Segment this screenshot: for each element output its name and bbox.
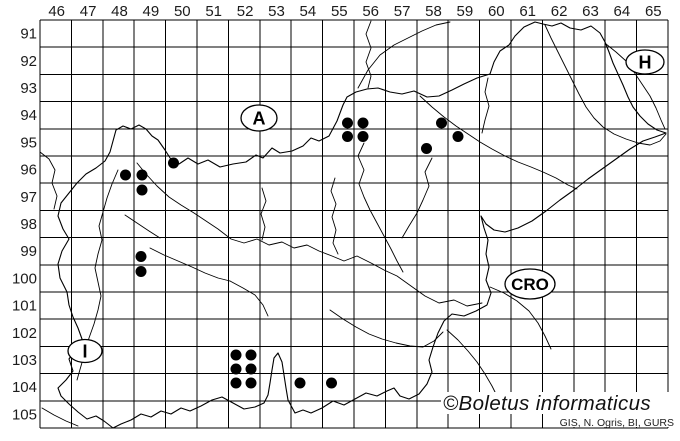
river-austria-north [365, 20, 372, 89]
occurrence-dot [230, 349, 242, 361]
attribution-text: GIS, N. Ogris, BI, GURS [560, 417, 674, 429]
occurrence-dot [357, 117, 369, 129]
occurrence-dot [136, 169, 148, 181]
grid-row-label: 95 [20, 134, 37, 151]
river-kamniska [260, 187, 267, 241]
river-austria-northeast [357, 21, 451, 89]
grid-row-label: 100 [12, 270, 37, 287]
grid-col-label: 64 [614, 3, 631, 20]
grid-row-label: 104 [12, 379, 37, 396]
grid-row-label: 102 [12, 325, 37, 342]
grid-col-label: 47 [80, 3, 97, 20]
occurrence-dot [136, 184, 148, 196]
region-ellipse-croatia [504, 268, 556, 300]
region-label-hungary: H [639, 52, 652, 72]
occurrence-dot [436, 117, 447, 129]
occurrence-dot [230, 377, 242, 389]
grid-col-label: 60 [488, 3, 505, 20]
river-croatia-east [489, 286, 552, 350]
river-central [330, 177, 339, 255]
occurrence-dot [245, 377, 257, 389]
grid-col-label: 61 [519, 3, 536, 20]
grid-col-label: 52 [237, 3, 254, 20]
river-savinja-tributary [401, 157, 433, 239]
copyright-backplate [441, 392, 678, 414]
river-meza [481, 77, 490, 134]
region-label-austria: A [253, 108, 266, 128]
attribution-backplate [549, 414, 677, 427]
grid-col-label: 56 [362, 3, 379, 20]
occurrence-dot [120, 169, 131, 181]
grid-row-label: 101 [12, 298, 37, 315]
occurrence-dot [342, 131, 353, 142]
river-drava [419, 95, 578, 190]
region-ellipse-italy [67, 338, 103, 364]
grid-col-label: 63 [582, 3, 599, 20]
grid-col-label: 59 [457, 3, 474, 20]
river-italy [39, 151, 58, 210]
river-west [124, 214, 161, 239]
credits: ©Boletus informaticus GIS, N. Ogris, BI,… [441, 392, 678, 429]
axis-labels: 46 47 48 49 50 51 52 53 54 55 56 57 58 59 60 61 62 63 64 65… [12, 3, 662, 423]
grid-row-label: 91 [20, 26, 37, 43]
grid-row-label: 97 [20, 189, 37, 206]
occurrence-dot [168, 157, 179, 169]
grid-row-label: 94 [20, 107, 37, 124]
grid-col-label: 57 [394, 3, 411, 20]
grid-row-label: 98 [20, 216, 37, 233]
occurrence-dot [230, 363, 242, 375]
occurrence-dot [135, 251, 147, 262]
occurrence-dots [120, 117, 464, 389]
river-idrijca [149, 247, 231, 282]
grid-col-label: 46 [48, 3, 65, 20]
grid-col-label: 53 [268, 3, 285, 20]
grid-row-label: 96 [20, 162, 37, 179]
grid-row-label: 93 [20, 80, 37, 97]
coordinate-grid [39, 19, 669, 429]
grid-col-label: 51 [205, 3, 222, 20]
river-istria [41, 407, 79, 427]
occurrence-dot [326, 377, 337, 389]
grid-col-label: 54 [300, 3, 317, 20]
grid-row-label: 99 [20, 243, 37, 260]
occurrence-dot [421, 143, 432, 154]
occurrence-dot [342, 117, 353, 129]
occurrence-dot [357, 131, 369, 142]
river-croatia-south [446, 329, 499, 399]
occurrence-dot [452, 131, 464, 142]
grid-col-label: 50 [174, 3, 191, 20]
grid-row-label: 103 [12, 352, 37, 369]
occurrence-dot [245, 363, 257, 375]
region-labels: A H CRO I [67, 49, 665, 364]
grid-row-label: 92 [20, 53, 37, 70]
occurrence-dot [245, 349, 257, 361]
grid-col-label: 55 [331, 3, 348, 20]
region-ellipse-hungary [625, 49, 665, 75]
copyright-text: ©Boletus informaticus [443, 392, 651, 415]
grid-col-label: 62 [551, 3, 568, 20]
grid-col-label: 48 [111, 3, 128, 20]
slovenia-border-path [57, 21, 667, 429]
river-krka [329, 309, 444, 348]
region-ellipse-austria [240, 104, 278, 132]
river-ljubljanica [229, 280, 269, 317]
river-sava [136, 162, 483, 307]
grid-row-label: 105 [12, 406, 37, 423]
grid-col-label: 49 [143, 3, 160, 20]
region-label-croatia: CRO [511, 275, 549, 294]
river-mura [544, 24, 667, 146]
region-label-italy: I [82, 341, 87, 361]
river-savinja [357, 142, 404, 273]
grid-col-label: 58 [425, 3, 442, 20]
occurrence-dot [135, 266, 147, 277]
country-border-outline [57, 21, 667, 429]
river-raba [605, 43, 666, 130]
occurrence-dot [294, 377, 306, 389]
grid-col-label: 65 [645, 3, 662, 20]
